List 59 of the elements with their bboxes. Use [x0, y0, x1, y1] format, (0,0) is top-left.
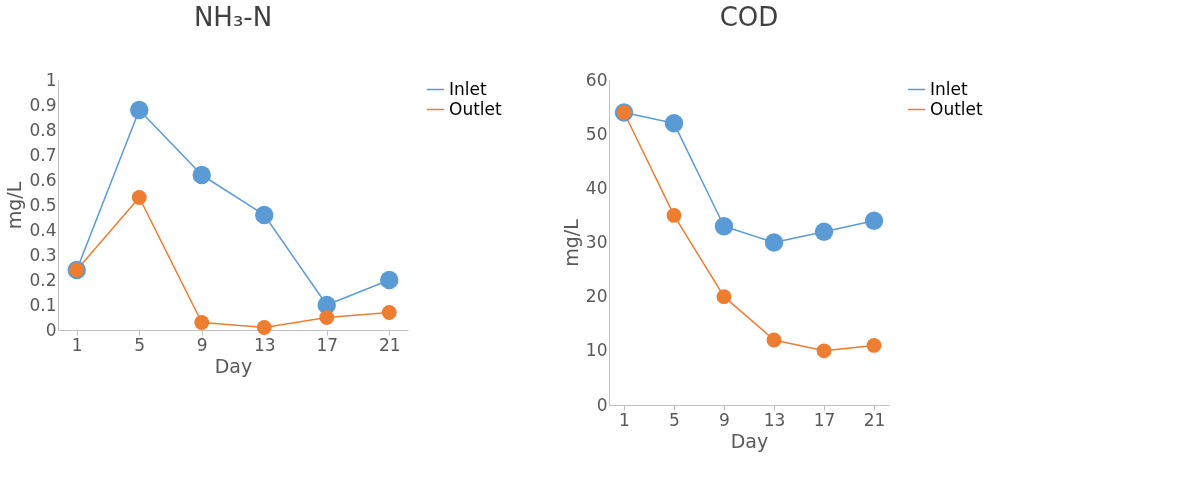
x-axis-title: Day — [730, 429, 769, 452]
point — [192, 165, 211, 185]
point — [381, 305, 397, 320]
point — [255, 205, 274, 225]
legend-label: Inlet — [930, 78, 968, 99]
y-tick-label: 0 — [45, 319, 57, 340]
point — [816, 343, 832, 359]
y-axis-title: mg/L — [559, 218, 582, 267]
legend-label: Outlet — [930, 98, 983, 119]
y-tick-label: 40 — [585, 177, 608, 198]
x-tick-label: 13 — [253, 334, 276, 355]
point — [866, 338, 882, 353]
y-tick-label: 0.5 — [29, 194, 57, 215]
point — [864, 211, 884, 231]
point — [131, 190, 147, 205]
point — [256, 320, 272, 335]
x-axis-title: Day — [214, 354, 253, 377]
y-tick-label: 20 — [585, 286, 608, 307]
y-tick-label: 0.9 — [29, 94, 57, 115]
y-tick-label: 60 — [585, 69, 608, 90]
point — [714, 217, 734, 236]
y-tick-label: 0.7 — [29, 144, 57, 165]
point — [814, 222, 834, 241]
x-tick-label: 1 — [619, 409, 630, 430]
y-tick-label: 10 — [585, 340, 608, 361]
x-tick-label: 9 — [196, 334, 208, 355]
y-tick-label: 0.2 — [29, 269, 57, 290]
x-tick-label: 17 — [316, 334, 339, 355]
y-tick-label: 30 — [585, 232, 608, 252]
y-tick-label: 0.3 — [29, 244, 57, 265]
point — [766, 332, 782, 348]
x-tick-label: 9 — [719, 409, 730, 430]
y-tick-label: 50 — [585, 123, 608, 144]
y-tick-label: 1 — [45, 69, 57, 90]
x-tick-label: 1 — [71, 334, 83, 355]
x-tick-label: 21 — [863, 409, 886, 430]
point — [716, 289, 732, 305]
x-tick-label: 17 — [813, 409, 836, 430]
y-tick-label: 0 — [596, 394, 608, 415]
chart-title: NH₃-N — [193, 2, 273, 32]
x-tick-label: 13 — [763, 409, 786, 430]
point — [130, 100, 149, 120]
point — [666, 208, 682, 223]
point — [380, 270, 399, 290]
y-tick-label: 0.1 — [29, 294, 57, 315]
y-tick-label: 0.4 — [29, 219, 57, 240]
y-tick-label: 0.8 — [29, 119, 57, 140]
point — [194, 315, 210, 330]
y-tick-label: 0.6 — [29, 169, 57, 190]
x-tick-label: 5 — [134, 334, 146, 355]
x-tick-label: 21 — [378, 334, 401, 355]
chart-title: COD — [719, 2, 779, 32]
point — [764, 233, 784, 252]
legend-label: Inlet — [449, 78, 487, 99]
legend-label: Outlet — [449, 98, 502, 119]
x-tick-label: 5 — [669, 409, 680, 430]
point — [664, 114, 684, 133]
point — [319, 310, 335, 325]
y-axis-title: mg/L — [3, 181, 26, 230]
